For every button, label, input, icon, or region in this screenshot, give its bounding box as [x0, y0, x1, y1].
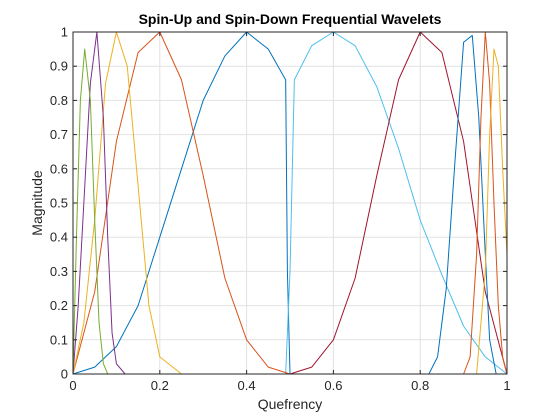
- series-line-6: [72, 31, 126, 375]
- y-tick-label: 0.9: [50, 59, 68, 74]
- x-tick-label: 0.6: [324, 378, 342, 393]
- x-tick-label: 0.8: [411, 378, 429, 393]
- series-line-4: [289, 31, 508, 375]
- chart-title: Spin-Up and Spin-Down Frequential Wavele…: [139, 11, 442, 27]
- series-line-1: [72, 31, 291, 375]
- y-axis-label: Magnitude: [29, 170, 45, 236]
- y-tick-label: 0.7: [50, 127, 68, 142]
- y-tick-label: 0: [61, 367, 68, 382]
- series-line-3: [72, 31, 291, 375]
- series-line-10: [476, 48, 508, 375]
- x-tick-label: 1: [503, 378, 510, 393]
- x-axis-label: Quefrency: [258, 396, 323, 412]
- y-tick-label: 0.8: [50, 93, 68, 108]
- series-lines: [72, 31, 508, 375]
- y-tick-label: 0.2: [50, 298, 68, 313]
- series-line-9: [463, 31, 508, 375]
- series-line-8: [428, 34, 497, 375]
- y-ticks: 0 0.1 0.2 0.3 0.4 0.5 0.6 0.7 0.8 0.9 1: [50, 25, 507, 382]
- series-line-7: [72, 48, 109, 375]
- x-ticks: 0 0.2 0.4 0.6 0.8 1: [69, 32, 511, 393]
- y-tick-label: 0.3: [50, 264, 68, 279]
- x-tick-label: 0.2: [151, 378, 169, 393]
- y-tick-label: 1: [61, 25, 68, 40]
- y-tick-label: 0.5: [50, 196, 68, 211]
- y-tick-label: 0.6: [50, 161, 68, 176]
- x-tick-label: 0.4: [238, 378, 256, 393]
- y-tick-label: 0.4: [50, 230, 68, 245]
- y-tick-label: 0.1: [50, 332, 68, 347]
- x-tick-label: 0: [69, 378, 76, 393]
- series-line-2: [285, 31, 508, 375]
- series-line-5: [72, 31, 182, 375]
